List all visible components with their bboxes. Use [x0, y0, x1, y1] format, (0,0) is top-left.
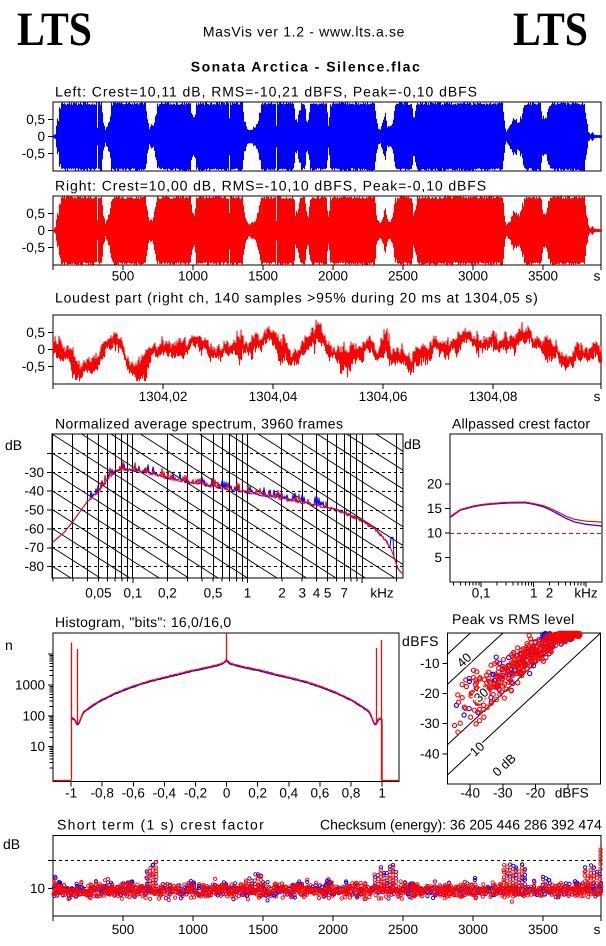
- svg-text:n: n: [5, 637, 13, 653]
- svg-text:MasVis ver 1.2 - www.lts.a.se: MasVis ver 1.2 - www.lts.a.se: [203, 24, 405, 40]
- svg-text:0,5: 0,5: [26, 325, 45, 340]
- svg-text:s: s: [594, 269, 601, 284]
- svg-text:LTS: LTS: [513, 3, 588, 56]
- svg-text:-0,5: -0,5: [22, 240, 45, 255]
- svg-text:0,1: 0,1: [124, 586, 143, 601]
- svg-text:0: 0: [223, 785, 231, 800]
- svg-text:15: 15: [427, 501, 442, 516]
- svg-text:500: 500: [112, 269, 135, 284]
- svg-text:2500: 2500: [388, 269, 418, 284]
- svg-text:Allpassed crest factor: Allpassed crest factor: [452, 416, 590, 432]
- svg-text:3500: 3500: [528, 269, 558, 284]
- svg-text:-30: -30: [24, 465, 44, 480]
- svg-text:-0,6: -0,6: [122, 785, 145, 800]
- svg-text:dBFS: dBFS: [555, 785, 589, 800]
- svg-text:10: 10: [30, 881, 45, 896]
- svg-text:Short term (1 s) crest factor: Short term (1 s) crest factor: [57, 817, 265, 833]
- svg-text:0,1: 0,1: [472, 586, 491, 601]
- svg-text:kHz: kHz: [370, 586, 393, 601]
- svg-text:-50: -50: [24, 503, 44, 518]
- svg-text:500: 500: [112, 922, 135, 937]
- svg-text:-30: -30: [420, 716, 440, 731]
- svg-text:0,2: 0,2: [158, 586, 177, 601]
- svg-text:100: 100: [22, 708, 45, 723]
- svg-text:0: 0: [37, 129, 45, 144]
- svg-text:-1: -1: [65, 785, 77, 800]
- svg-text:20: 20: [427, 477, 442, 492]
- svg-text:0: 0: [37, 342, 45, 357]
- svg-text:-80: -80: [24, 559, 44, 574]
- svg-text:kHz: kHz: [574, 586, 597, 601]
- svg-text:-0,5: -0,5: [22, 359, 45, 374]
- svg-text:2: 2: [546, 586, 554, 601]
- svg-text:dB: dB: [404, 436, 421, 452]
- svg-text:10: 10: [427, 526, 442, 541]
- svg-text:0,2: 0,2: [248, 785, 267, 800]
- svg-text:1304,04: 1304,04: [249, 389, 298, 404]
- svg-text:-0,2: -0,2: [184, 785, 207, 800]
- svg-text:10: 10: [30, 739, 45, 754]
- svg-text:-20: -20: [420, 686, 440, 701]
- svg-text:Checksum (energy): 36 205 446: Checksum (energy): 36 205 446 286 392 47…: [320, 817, 602, 833]
- svg-text:0,4: 0,4: [279, 785, 298, 800]
- svg-text:2000: 2000: [318, 269, 348, 284]
- svg-text:1500: 1500: [248, 269, 278, 284]
- svg-text:0,5: 0,5: [204, 586, 223, 601]
- svg-text:5: 5: [324, 586, 332, 601]
- svg-text:-40: -40: [24, 484, 44, 499]
- svg-text:0,5: 0,5: [26, 112, 45, 127]
- svg-text:7: 7: [341, 586, 349, 601]
- svg-text:Loudest part (right ch, 140 sa: Loudest part (right ch, 140 samples >95%…: [55, 290, 539, 306]
- svg-text:Right: Crest=10,00 dB, RMS=-10: Right: Crest=10,00 dB, RMS=-10,10 dBFS, …: [55, 178, 487, 194]
- svg-text:dBFS: dBFS: [402, 633, 439, 649]
- svg-text:-0,4: -0,4: [153, 785, 177, 800]
- svg-text:1000: 1000: [15, 678, 45, 693]
- svg-text:LTS: LTS: [17, 3, 92, 56]
- svg-text:3000: 3000: [458, 269, 488, 284]
- svg-text:-30: -30: [493, 785, 513, 800]
- svg-text:s: s: [594, 922, 601, 937]
- svg-text:1304,02: 1304,02: [139, 389, 188, 404]
- svg-text:-40: -40: [460, 785, 480, 800]
- svg-text:4: 4: [313, 586, 321, 601]
- svg-text:-20: -20: [526, 785, 546, 800]
- svg-text:2000: 2000: [318, 922, 348, 937]
- svg-text:1: 1: [244, 586, 252, 601]
- svg-text:1304,06: 1304,06: [359, 389, 408, 404]
- svg-text:Peak vs RMS level: Peak vs RMS level: [452, 611, 575, 627]
- svg-text:Normalized average spectrum, 3: Normalized average spectrum, 3960 frames: [55, 416, 343, 432]
- svg-text:1000: 1000: [178, 269, 208, 284]
- svg-text:dB: dB: [3, 836, 20, 852]
- svg-text:2: 2: [278, 586, 286, 601]
- svg-text:1500: 1500: [248, 922, 278, 937]
- svg-text:1: 1: [530, 586, 538, 601]
- svg-text:0,8: 0,8: [342, 785, 361, 800]
- svg-text:3500: 3500: [528, 922, 558, 937]
- svg-text:2500: 2500: [388, 922, 418, 937]
- svg-text:0,6: 0,6: [311, 785, 330, 800]
- svg-text:1: 1: [378, 785, 386, 800]
- svg-text:-0,8: -0,8: [91, 785, 114, 800]
- svg-text:s: s: [594, 389, 601, 404]
- svg-text:-40: -40: [420, 746, 440, 761]
- svg-text:Left: Crest=10,11 dB, RMS=-10,: Left: Crest=10,11 dB, RMS=-10,21 dBFS, P…: [55, 84, 478, 100]
- svg-text:Sonata Arctica - Silence.flac: Sonata Arctica - Silence.flac: [191, 59, 422, 75]
- svg-text:-70: -70: [24, 540, 44, 555]
- svg-text:-60: -60: [24, 521, 44, 536]
- svg-text:3: 3: [298, 586, 306, 601]
- svg-text:1000: 1000: [178, 922, 208, 937]
- svg-text:-0,5: -0,5: [22, 146, 45, 161]
- svg-text:0,05: 0,05: [85, 586, 111, 601]
- svg-text:5: 5: [434, 550, 442, 565]
- svg-text:0,5: 0,5: [26, 206, 45, 221]
- svg-text:Histogram, "bits": 16,0/16,0: Histogram, "bits": 16,0/16,0: [55, 614, 231, 630]
- svg-text:1304,08: 1304,08: [469, 389, 518, 404]
- svg-text:dB: dB: [5, 437, 22, 453]
- svg-text:3000: 3000: [458, 922, 488, 937]
- svg-text:0: 0: [37, 223, 45, 238]
- svg-text:-10: -10: [420, 656, 440, 671]
